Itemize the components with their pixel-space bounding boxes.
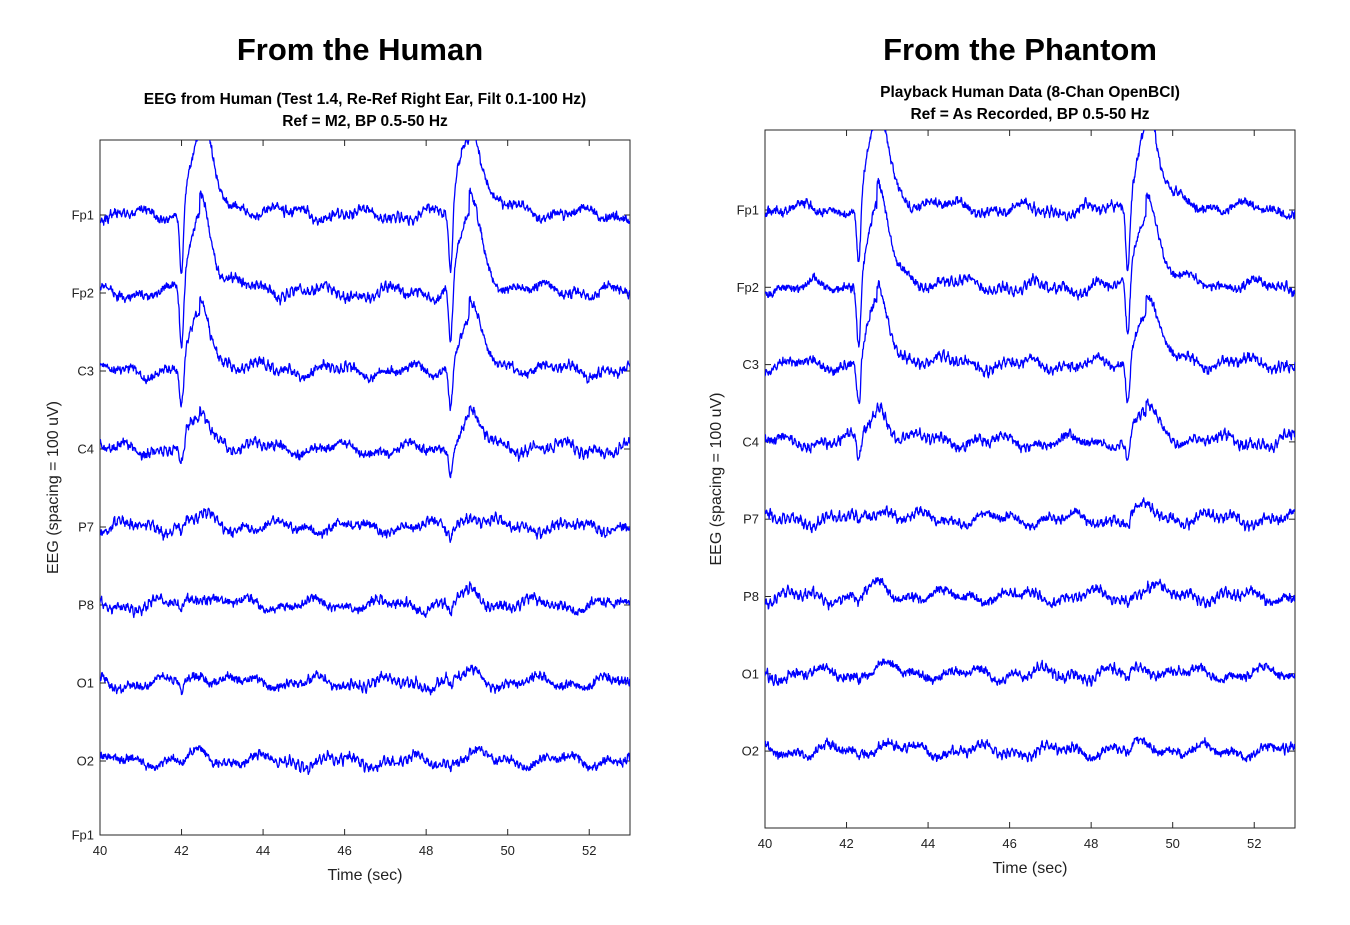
y-tick-label: P7: [743, 512, 759, 527]
x-axis-label: Time (sec): [328, 867, 403, 884]
x-tick-label: 40: [758, 836, 772, 851]
y-tick-label: O1: [77, 676, 94, 691]
x-tick-label: 42: [839, 836, 853, 851]
y-axis-label: EEG (spacing = 100 uV): [45, 401, 62, 574]
trace-o1: [765, 658, 1295, 687]
y-tick-label: Fp1: [737, 203, 759, 218]
y-tick-label: P8: [78, 598, 94, 613]
right-panel-heading: From the Phantom: [883, 32, 1157, 67]
y-tick-label: C3: [77, 364, 94, 379]
chart-title-line-2: Ref = As Recorded, BP 0.5-50 Hz: [910, 106, 1149, 123]
x-tick-label: 52: [582, 843, 596, 858]
chart-panel-human: EEG from Human (Test 1.4, Re-Ref Right E…: [45, 91, 631, 884]
y-tick-label: C4: [742, 434, 759, 449]
trace-o1: [100, 664, 630, 696]
x-axis-label: Time (sec): [993, 860, 1068, 877]
y-tick-label: P8: [743, 589, 759, 604]
chart-title-line-2: Ref = M2, BP 0.5-50 Hz: [282, 113, 448, 130]
y-axis-label: EEG (spacing = 100 uV): [708, 393, 725, 566]
x-tick-label: 48: [419, 843, 433, 858]
trace-p7: [765, 497, 1295, 534]
trace-c3: [100, 295, 630, 412]
trace-p8: [765, 577, 1295, 611]
y-tick-label: O2: [742, 744, 759, 759]
y-tick-label: Fp1: [72, 208, 94, 223]
trace-p8: [100, 581, 630, 619]
trace-c4: [765, 398, 1295, 461]
trace-fp2: [765, 177, 1295, 348]
chart-title-line-1: Playback Human Data (8-Chan OpenBCI): [880, 84, 1180, 101]
x-tick-label: 40: [93, 843, 107, 858]
x-tick-label: 44: [921, 836, 935, 851]
trace-c4: [100, 405, 630, 479]
trace-o2: [765, 736, 1295, 763]
y-tick-label: Fp1: [72, 828, 94, 843]
chart-title-line-1: EEG from Human (Test 1.4, Re-Ref Right E…: [144, 91, 586, 108]
y-tick-label: C4: [77, 442, 94, 457]
y-tick-label: Fp2: [72, 286, 94, 301]
trace-fp1: [100, 140, 630, 274]
chart-panel-phantom: Playback Human Data (8-Chan OpenBCI) Ref …: [708, 84, 1296, 877]
trace-o2: [100, 745, 630, 776]
plot-area-frame: [764, 129, 1296, 829]
x-tick-label: 46: [337, 843, 351, 858]
x-tick-label: 42: [174, 843, 188, 858]
left-panel-heading: From the Human: [236, 32, 484, 67]
y-tick-label: P7: [78, 520, 94, 535]
trace-p7: [100, 507, 630, 544]
x-tick-label: 50: [1165, 836, 1179, 851]
y-tick-label: O1: [742, 666, 759, 681]
y-tick-label: C3: [742, 357, 759, 372]
trace-fp1: [765, 130, 1295, 272]
x-tick-label: 48: [1084, 836, 1098, 851]
plot-area-frame: [99, 139, 631, 836]
y-tick-label: Fp2: [737, 280, 759, 295]
x-tick-label: 50: [500, 843, 514, 858]
x-tick-label: 52: [1247, 836, 1261, 851]
trace-fp2: [100, 187, 630, 349]
x-tick-label: 46: [1002, 836, 1016, 851]
y-tick-label: O2: [77, 754, 94, 769]
x-tick-label: 44: [256, 843, 270, 858]
trace-c3: [765, 280, 1295, 405]
